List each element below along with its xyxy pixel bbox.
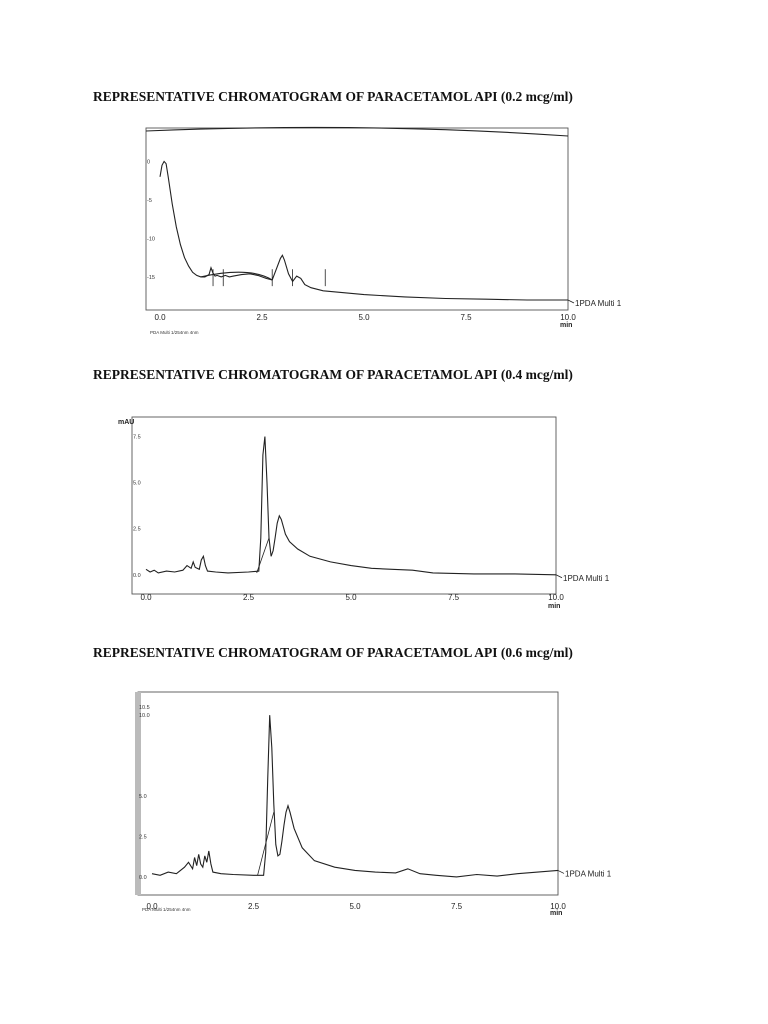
x-axis-label: min bbox=[550, 910, 562, 917]
y-tick-label: 0.0 bbox=[133, 573, 141, 579]
series-label-leader bbox=[567, 299, 575, 304]
x-tick-label: 10.0 bbox=[560, 313, 576, 322]
chromatogram-heading-0-2: REPRESENTATIVE CHROMATOGRAM OF PARACETAM… bbox=[93, 89, 573, 104]
x-axis-label: min bbox=[548, 603, 560, 610]
y-tick-label: 5.0 bbox=[133, 481, 141, 487]
x-tick-label: 0.0 bbox=[154, 313, 166, 322]
x-axis-label: min bbox=[560, 322, 572, 329]
y-tick-label: -15 bbox=[147, 275, 155, 281]
chromatogram-0-6: 10.510.05.02.50.00.0 2.5 5.0 7.5 10.0minPDA … bbox=[135, 691, 612, 917]
y-tick-label: 7.5 bbox=[133, 435, 141, 441]
x-tick-label: 5.0 bbox=[345, 593, 357, 602]
x-tick-label: 10.0 bbox=[548, 593, 564, 602]
x-tick-label: 2.5 bbox=[256, 313, 268, 322]
integration-baseline bbox=[256, 537, 270, 574]
detector-footnote: PDA Multi 1/254nm 4nm bbox=[150, 330, 199, 335]
x-tick-label: 0.0 bbox=[146, 902, 158, 911]
y-tick-label: 5.0 bbox=[139, 794, 147, 800]
x-tick-label: 10.0 bbox=[550, 902, 566, 911]
x-tick-label: 2.5 bbox=[248, 902, 260, 911]
x-tick-label: 5.0 bbox=[349, 902, 361, 911]
x-tick-label: 7.5 bbox=[460, 313, 472, 322]
chromatogram-trace bbox=[159, 160, 568, 301]
y-tick-label: 0.0 bbox=[139, 875, 147, 881]
x-tick-label: 2.5 bbox=[243, 593, 255, 602]
series-label-leader bbox=[557, 870, 565, 874]
y-tick-label: -10 bbox=[147, 236, 155, 242]
plot-frame bbox=[131, 416, 557, 595]
plot-frame bbox=[145, 127, 569, 311]
integration-baseline bbox=[257, 812, 275, 876]
y-tick-label: 0 bbox=[147, 159, 150, 165]
chromatogram-trace bbox=[145, 436, 557, 576]
series-label: 1PDA Multi 1 bbox=[565, 869, 612, 878]
y-tick-label: 2.5 bbox=[133, 527, 141, 533]
baseline-drift-line bbox=[145, 126, 569, 137]
x-tick-label: 0.0 bbox=[140, 593, 152, 602]
y-tick-label: 10.0 bbox=[139, 713, 150, 719]
series-label-leader bbox=[555, 574, 563, 579]
x-tick-label: 7.5 bbox=[448, 593, 460, 602]
y-tick-label: 2.5 bbox=[139, 834, 147, 840]
x-tick-label: 5.0 bbox=[358, 313, 370, 322]
y-tick-label: 10.5 bbox=[139, 705, 150, 711]
series-label: 1PDA Multi 1 bbox=[575, 299, 622, 308]
detector-footnote: PDA Multi 1/254nm 4nm bbox=[142, 907, 191, 912]
chromatogram-trace bbox=[151, 715, 559, 878]
integration-baseline bbox=[200, 271, 273, 281]
y-tick-label: -5 bbox=[147, 198, 152, 204]
y-axis-label: mAU bbox=[118, 419, 134, 426]
series-label: 1PDA Multi 1 bbox=[563, 574, 610, 583]
x-tick-label: 7.5 bbox=[451, 902, 463, 911]
chromatogram-heading-0-6: REPRESENTATIVE CHROMATOGRAM OF PARACETAM… bbox=[93, 645, 573, 660]
chromatogram-heading-0-4: REPRESENTATIVE CHROMATOGRAM OF PARACETAM… bbox=[93, 367, 573, 382]
